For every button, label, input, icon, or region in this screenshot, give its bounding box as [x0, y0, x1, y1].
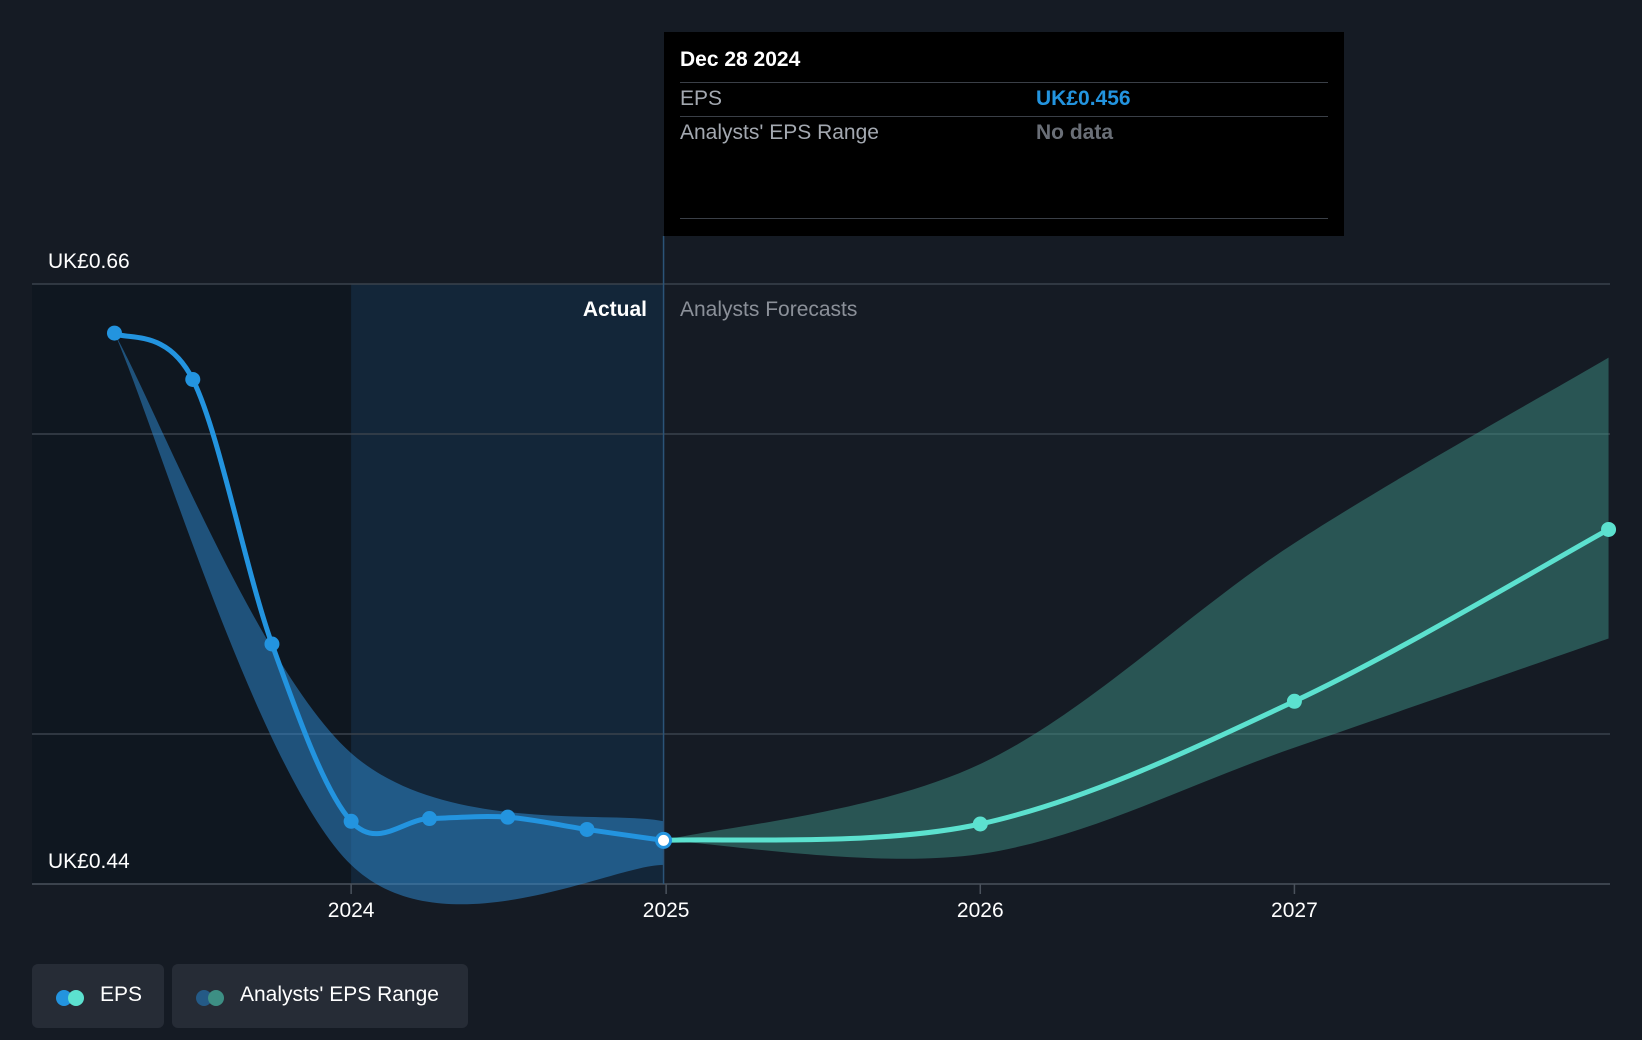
eps-line-forecast — [661, 526, 1612, 843]
legend-eps-button[interactable]: EPS — [32, 964, 164, 1028]
eps-point[interactable] — [1286, 693, 1302, 709]
tooltip-range-value: No data — [1036, 121, 1114, 144]
tooltip-range-label: Analysts' EPS Range — [680, 121, 879, 144]
eps-points[interactable] — [106, 325, 1617, 849]
hover-tooltip: Dec 28 2024 EPS UK£0.456 Analysts' EPS R… — [664, 32, 1344, 236]
legend-eps-label: EPS — [100, 983, 143, 1006]
eps-point[interactable] — [1601, 521, 1617, 537]
eps-point[interactable] — [264, 636, 280, 652]
eps-point[interactable] — [500, 809, 516, 825]
range-legend-dot-forecast — [208, 990, 224, 1006]
eps-point[interactable] — [579, 821, 595, 837]
tooltip-divider — [680, 116, 1328, 117]
eps-legend-dot-forecast — [68, 990, 84, 1006]
eps-point[interactable] — [185, 371, 201, 387]
tooltip-eps-value: UK£0.456 — [1036, 87, 1131, 110]
eps-range-bands — [114, 333, 1609, 905]
x-axis-ticks: 2024 2025 2026 2027 — [328, 884, 1318, 922]
x-tick-label: 2024 — [328, 899, 375, 922]
eps-point[interactable] — [972, 816, 988, 832]
tooltip-date: Dec 28 2024 — [680, 48, 801, 71]
eps-point[interactable] — [343, 813, 359, 829]
actual-period-highlight — [351, 284, 664, 884]
eps-point[interactable] — [106, 325, 122, 341]
x-tick-label: 2025 — [643, 899, 690, 922]
legend-range-button[interactable]: Analysts' EPS Range — [172, 964, 468, 1028]
tooltip-divider — [680, 218, 1328, 219]
y-tick-label-min: UK£0.44 — [48, 850, 130, 873]
gridlines — [32, 283, 1610, 885]
x-tick-label: 2027 — [1271, 899, 1318, 922]
legend-range-label: Analysts' EPS Range — [240, 983, 439, 1006]
tooltip-divider — [680, 82, 1328, 83]
forecast-label: Analysts Forecasts — [680, 298, 857, 321]
actual-label: Actual — [583, 298, 647, 321]
tooltip-eps-label: EPS — [680, 87, 723, 110]
y-tick-label-max: UK£0.66 — [48, 250, 130, 273]
eps-range-band-actual — [114, 333, 664, 905]
eps-point[interactable] — [421, 811, 437, 827]
eps-range-band-forecast — [663, 357, 1609, 859]
eps-point-selected[interactable] — [655, 831, 673, 849]
x-tick-label: 2026 — [957, 899, 1004, 922]
